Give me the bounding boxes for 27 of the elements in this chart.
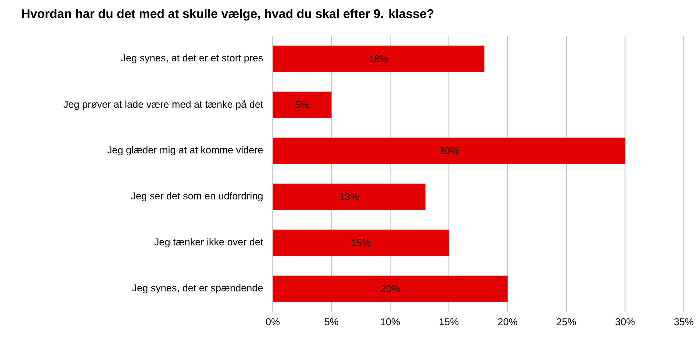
bar <box>273 276 508 302</box>
x-tick-label: 30% <box>616 318 635 326</box>
y-tick-label: Jeg synes, det er spændende <box>132 284 264 294</box>
data-label: 5% <box>296 101 310 109</box>
x-tick-label: 10% <box>381 318 400 326</box>
data-label: 20% <box>380 285 400 293</box>
bar <box>273 46 484 72</box>
bar <box>273 138 626 164</box>
bar <box>273 92 332 118</box>
x-tick-label: 0% <box>266 318 280 326</box>
y-tick-label: Jeg prøver at lade være med at tænke på det <box>64 100 264 110</box>
x-tick-label: 20% <box>498 318 518 326</box>
y-tick-label: Jeg tænker ikke over det <box>154 238 264 248</box>
y-tick-label: Jeg synes, at det er et stort pres <box>121 54 264 64</box>
y-tick-label: Jeg ser det som en udfordring <box>131 192 263 202</box>
x-tick-label: 15% <box>440 318 459 326</box>
x-tick-label: 5% <box>324 318 339 326</box>
x-tick-label: 35% <box>674 318 694 326</box>
data-label: 18% <box>369 55 388 63</box>
data-label: 15% <box>352 239 371 247</box>
chart-title: Hvordan har du det med at skulle vælge, hvad du skal efter 9. klasse? <box>22 9 434 21</box>
data-label: 13% <box>340 193 359 201</box>
bar <box>273 184 426 210</box>
data-label: 30% <box>440 147 459 155</box>
bar <box>273 230 450 256</box>
x-tick-label: 25% <box>557 318 576 326</box>
y-tick-label: Jeg glæder mig at at komme videre <box>107 146 263 156</box>
